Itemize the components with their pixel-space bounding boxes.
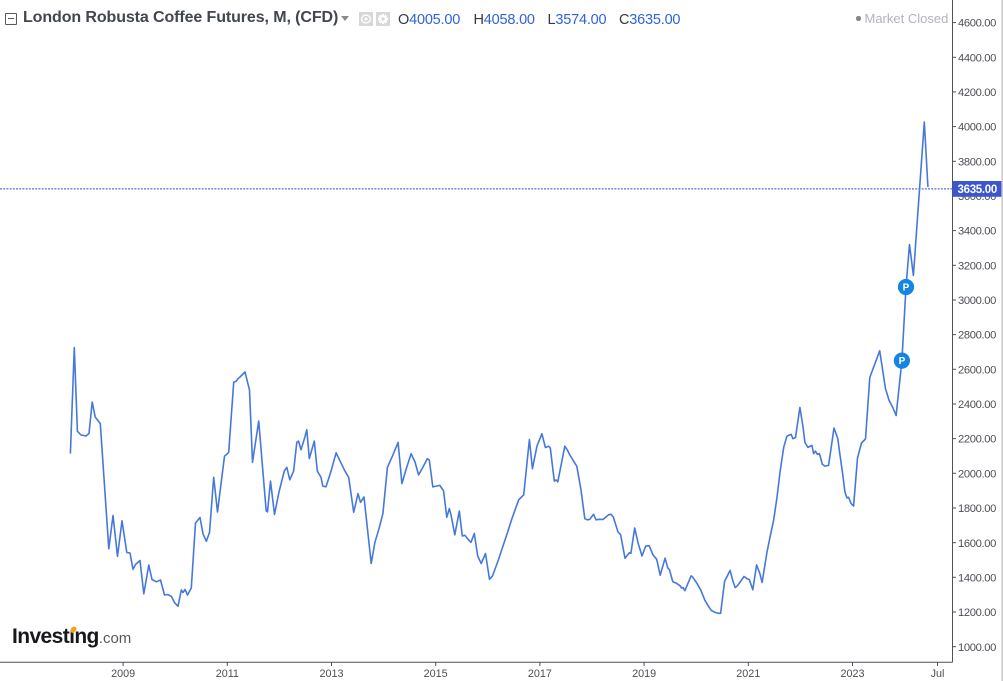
- svg-text:1000.00: 1000.00: [958, 642, 996, 654]
- svg-text:4400.00: 4400.00: [958, 52, 996, 64]
- svg-text:2019: 2019: [632, 668, 656, 680]
- svg-text:4600.00: 4600.00: [958, 18, 996, 30]
- svg-text:2600.00: 2600.00: [958, 364, 996, 376]
- svg-text:1600.00: 1600.00: [958, 538, 996, 550]
- svg-text:1400.00: 1400.00: [958, 572, 996, 584]
- svg-text:3000.00: 3000.00: [958, 295, 996, 307]
- svg-text:1800.00: 1800.00: [958, 503, 996, 515]
- svg-text:2000.00: 2000.00: [958, 468, 996, 480]
- svg-text:2023: 2023: [840, 668, 864, 680]
- svg-text:2200.00: 2200.00: [958, 434, 996, 446]
- svg-text:3200.00: 3200.00: [958, 260, 996, 272]
- svg-text:2009: 2009: [111, 668, 135, 680]
- svg-text:2013: 2013: [319, 668, 343, 680]
- svg-text:2800.00: 2800.00: [958, 330, 996, 342]
- svg-text:P: P: [903, 283, 910, 294]
- svg-text:3800.00: 3800.00: [958, 156, 996, 168]
- svg-text:2015: 2015: [424, 668, 448, 680]
- svg-text:4000.00: 4000.00: [958, 122, 996, 134]
- svg-text:2400.00: 2400.00: [958, 399, 996, 411]
- svg-text:P: P: [899, 356, 906, 367]
- svg-text:4200.00: 4200.00: [958, 87, 996, 99]
- svg-text:3400.00: 3400.00: [958, 226, 996, 238]
- svg-text:1200.00: 1200.00: [958, 607, 996, 619]
- svg-text:3635.00: 3635.00: [958, 184, 997, 196]
- svg-text:2021: 2021: [736, 668, 760, 680]
- svg-text:2017: 2017: [528, 668, 552, 680]
- svg-text:2011: 2011: [216, 668, 239, 680]
- svg-text:Jul: Jul: [931, 668, 945, 680]
